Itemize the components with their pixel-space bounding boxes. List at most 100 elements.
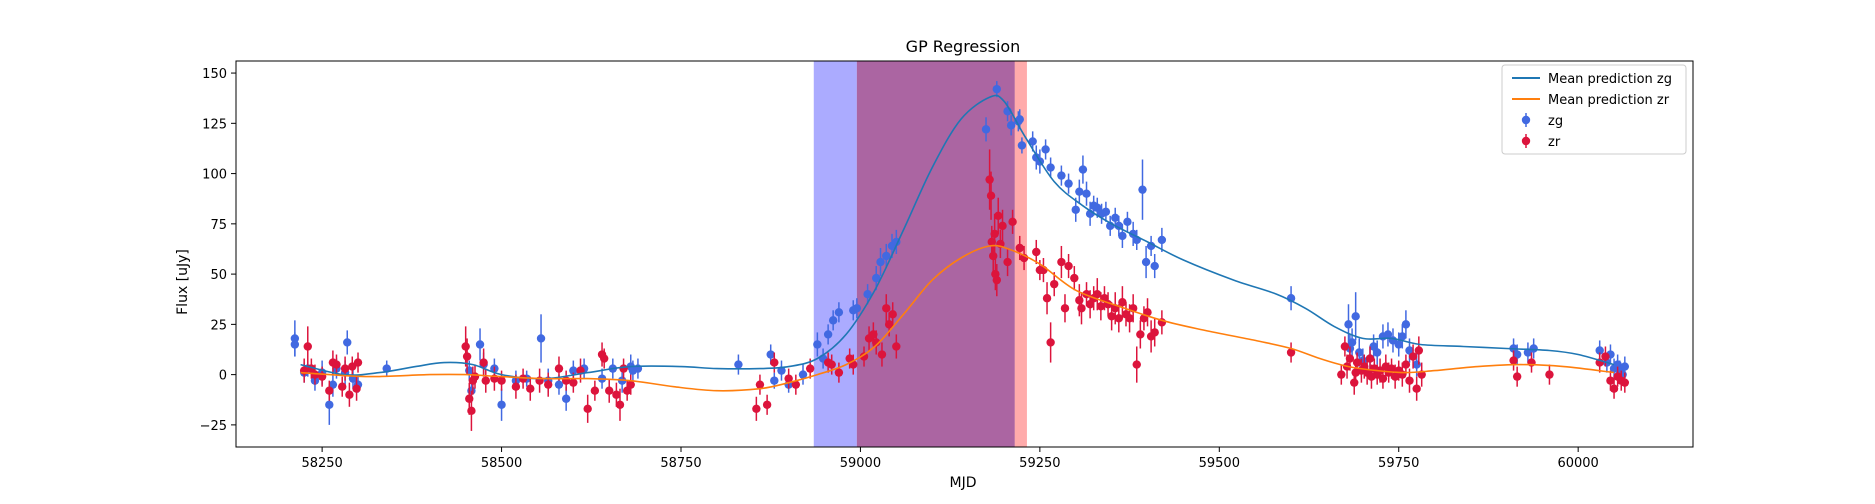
zg-point-86	[1150, 261, 1159, 271]
x-tick-label-6: 59750	[1378, 456, 1419, 471]
zg-point-19	[497, 400, 506, 409]
zr-point-17	[467, 406, 476, 416]
zg-point-60	[1028, 137, 1037, 146]
zr-point-20	[479, 358, 488, 367]
zr-point-47	[784, 374, 793, 383]
zr-point-41	[622, 386, 632, 395]
legend-label-mean-prediction-zr: Mean prediction zr	[1548, 93, 1670, 108]
zg-point-26	[569, 366, 578, 375]
zr-point-23	[497, 376, 506, 385]
zg-point-69	[1078, 165, 1088, 174]
zr-point-130	[1387, 364, 1396, 373]
zg-point-68	[1075, 187, 1084, 196]
zg-point-49	[876, 257, 885, 267]
zg-point-97	[1372, 348, 1382, 357]
zr-point-1	[303, 342, 312, 351]
y-axis-label: Flux [uJy]	[175, 249, 191, 315]
zr-point-127	[1378, 374, 1388, 383]
zg-point-99	[1383, 330, 1393, 339]
zr-point-107	[1143, 308, 1152, 317]
zr-point-60	[882, 304, 891, 313]
zg-point-87	[1157, 235, 1167, 245]
x-tick-label-7: 60000	[1557, 456, 1598, 471]
zg-point-67	[1071, 205, 1080, 214]
zr-point-86	[1064, 261, 1073, 271]
zg-point-50	[882, 251, 891, 261]
zr-point-57	[869, 330, 878, 339]
zr-point-99	[1114, 314, 1124, 323]
zg-point-47	[863, 290, 872, 299]
zr-point-58	[872, 338, 881, 347]
zg-point-16	[475, 340, 485, 349]
x-tick-label-5: 59500	[1199, 456, 1240, 471]
zr-point-138	[1414, 346, 1424, 355]
zg-point-66	[1064, 179, 1073, 188]
zr-point-135	[1405, 376, 1414, 385]
zg-point-79	[1118, 231, 1127, 241]
axes-frame	[235, 60, 1694, 448]
zr-point-51	[827, 360, 836, 369]
legend-swatch-zg	[1521, 115, 1531, 125]
zr-point-137	[1412, 384, 1421, 393]
zg-point-65	[1057, 171, 1066, 180]
zr-point-7	[332, 360, 341, 369]
y-tick-label-3: 50	[210, 268, 227, 283]
zr-point-34	[590, 386, 600, 395]
line-mean-prediction-zr	[300, 244, 1615, 392]
zr-point-59	[877, 350, 887, 359]
zr-point-44	[755, 380, 765, 389]
x-tick-label-3: 59000	[840, 456, 881, 471]
zg-point-70	[1082, 189, 1091, 198]
prediction-lines	[300, 94, 1615, 392]
zr-point-12	[352, 384, 361, 393]
zg-point-46	[852, 304, 862, 313]
y-tick-label-4: 75	[210, 218, 227, 233]
zr-point-97	[1107, 312, 1116, 321]
zr-point-26	[526, 384, 535, 393]
zr-point-109	[1150, 328, 1159, 337]
zg-point-42	[823, 330, 833, 339]
zr-point-21	[481, 376, 490, 385]
x-tick-label-2: 58750	[660, 456, 701, 471]
zg-point-92	[1351, 312, 1360, 321]
zr-point-19	[470, 372, 480, 381]
zr-point-46	[770, 358, 779, 367]
zg-point-117	[1620, 362, 1630, 371]
zr-point-83	[1050, 279, 1059, 289]
zg-point-104	[1405, 346, 1414, 355]
zr-point-40	[619, 364, 628, 373]
zg-point-58	[1015, 115, 1024, 124]
zr-point-116	[1350, 378, 1359, 387]
legend-label-zr: zr	[1548, 135, 1561, 150]
zr-point-49	[805, 364, 815, 373]
zr-point-105	[1136, 330, 1145, 339]
zr-point-118	[1352, 358, 1362, 367]
zg-point-110	[1595, 346, 1604, 355]
zr-point-31	[569, 378, 578, 387]
zr-point-64	[985, 175, 994, 184]
zr-point-48	[791, 380, 801, 389]
zr-point-141	[1512, 372, 1522, 381]
zr-point-70	[992, 275, 1001, 285]
zg-point-40	[813, 340, 822, 349]
zg-point-54	[992, 84, 1001, 94]
x-tick-label-0: 58250	[301, 456, 342, 471]
x-tick-label-1: 58500	[481, 456, 522, 471]
chart-title: GP Regression	[906, 37, 1021, 56]
zr-point-14	[461, 342, 470, 351]
zg-point-22	[536, 334, 546, 343]
zr-point-28	[544, 380, 553, 389]
zg-point-43	[828, 316, 838, 325]
zr-point-111	[1286, 348, 1296, 357]
zg-point-39	[798, 370, 808, 379]
y-tick-label-2: 25	[210, 318, 227, 333]
zr-point-147	[1609, 384, 1619, 393]
zg-point-89	[1344, 320, 1353, 329]
zg-point-91	[1347, 338, 1357, 347]
zg-point-109	[1529, 344, 1538, 353]
zr-point-143	[1545, 370, 1554, 379]
y-tick-label-7: 150	[202, 67, 227, 82]
zr-point-52	[834, 368, 844, 377]
zr-point-76	[1015, 243, 1024, 253]
